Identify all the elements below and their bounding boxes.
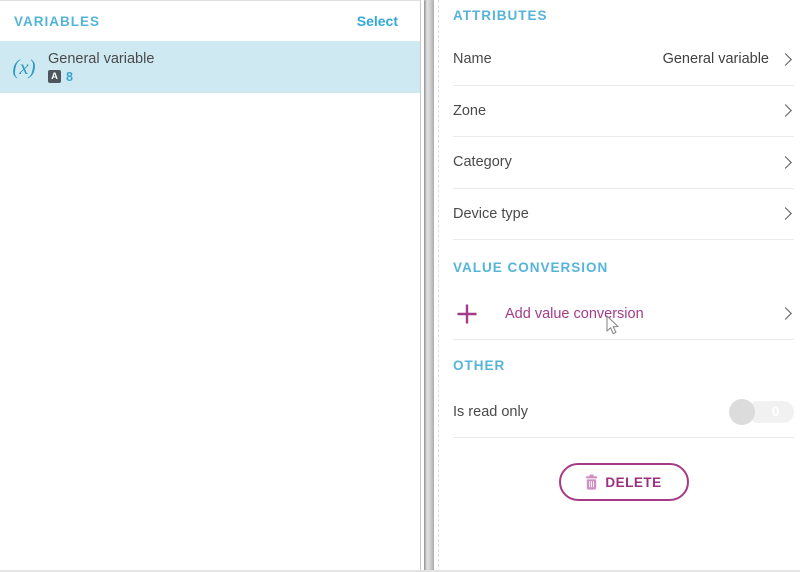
add-value-conversion-label: Add value conversion: [505, 305, 644, 322]
is-read-only-toggle[interactable]: 0: [729, 398, 794, 425]
add-value-conversion-row[interactable]: Add value conversion: [453, 288, 794, 340]
delete-button-area: DELETE: [453, 463, 794, 501]
row-label: Name: [453, 51, 492, 68]
chevron-right-icon: [779, 307, 792, 320]
attribute-row-name[interactable]: Name General variable: [453, 34, 794, 86]
row-value: General variable: [662, 51, 769, 68]
delete-button[interactable]: DELETE: [558, 463, 689, 501]
chevron-right-icon: [779, 207, 792, 221]
variable-list-item-selected[interactable]: (x) General variable A 8: [0, 41, 420, 93]
variables-panel: VARIABLES Select (x) General variable A …: [0, 0, 421, 572]
row-label: Zone: [453, 102, 487, 119]
is-read-only-row: Is read only 0: [453, 386, 794, 438]
bottom-edge-line: [0, 570, 800, 572]
value-conversion-section-title: VALUE CONVERSION: [453, 260, 609, 275]
toggle-track: 0: [747, 400, 794, 423]
delete-button-label: DELETE: [605, 474, 662, 490]
other-section-title: OTHER: [453, 358, 506, 373]
plus-icon: [457, 304, 477, 323]
attributes-panel: ATTRIBUTES Name General variable Zone Ca…: [439, 0, 800, 572]
chevron-right-icon: [779, 155, 792, 169]
panel-dashed-divider: [438, 0, 439, 572]
panel-scrollbar[interactable]: [424, 0, 434, 572]
row-label: Device type: [453, 205, 529, 222]
row-label: Category: [453, 154, 512, 171]
is-read-only-label: Is read only: [453, 403, 528, 420]
trash-icon: [586, 474, 598, 490]
variable-item-title: General variable: [48, 50, 155, 67]
variable-item-badges: A 8: [48, 70, 154, 84]
scrollbar-thumb[interactable]: [424, 0, 434, 572]
select-button[interactable]: Select: [356, 13, 398, 29]
attribute-row-device-type[interactable]: Device type: [453, 189, 794, 240]
chevron-right-icon: [779, 52, 792, 66]
chevron-right-icon: [779, 104, 792, 118]
attribute-row-zone[interactable]: Zone: [453, 86, 794, 137]
variable-item-text: General variable A 8: [48, 51, 154, 84]
attributes-section-title: ATTRIBUTES: [453, 8, 548, 23]
alpha-type-badge: A: [48, 70, 61, 83]
variables-panel-header: VARIABLES Select: [0, 1, 420, 41]
variable-x-icon: (x): [12, 54, 36, 79]
toggle-knob: [729, 398, 755, 425]
variable-count-badge: 8: [66, 69, 73, 84]
attributes-rows: Name General variable Zone Category Devi…: [453, 34, 794, 240]
attribute-row-category[interactable]: Category: [453, 137, 794, 189]
variables-title: VARIABLES: [14, 13, 101, 29]
